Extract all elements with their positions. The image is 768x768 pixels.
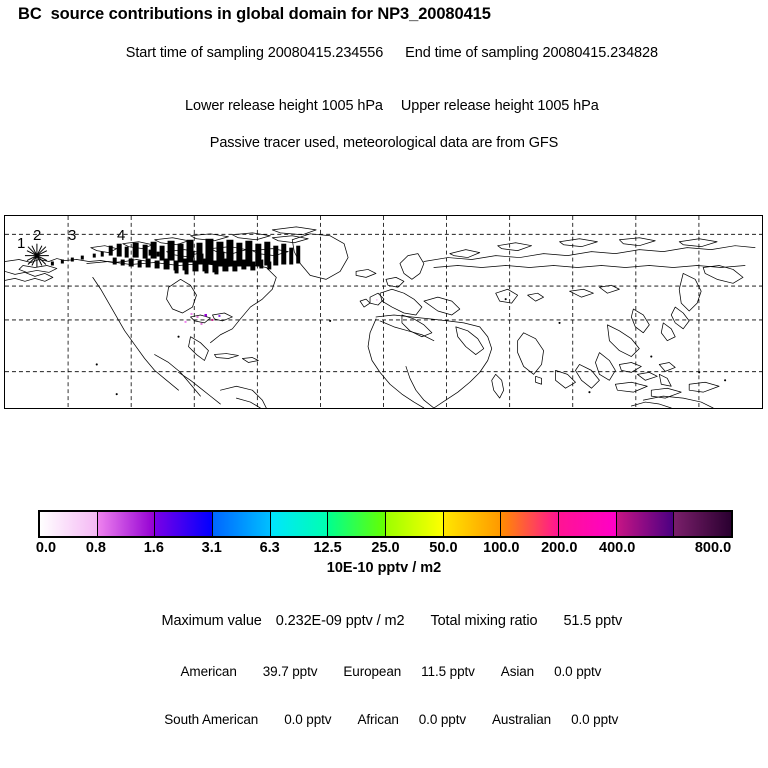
region-value-european: 11.5 pptv	[421, 664, 475, 679]
region-label-asian: Asian	[500, 664, 535, 679]
end-time-text: End time of sampling 20080415.234828	[405, 45, 658, 61]
map-marker-2: 2	[33, 227, 42, 244]
colorbar-tick-8: 100.0	[483, 540, 520, 556]
region-label-american: American	[180, 664, 237, 679]
colorbar-tick-3: 3.1	[201, 540, 222, 556]
colorbar-segment-0	[40, 512, 97, 536]
colorbar-segment-3	[212, 512, 270, 536]
colorbar-segment-7	[442, 512, 501, 536]
colorbar-segment-6	[385, 512, 443, 536]
colorbar-segment-5	[327, 512, 386, 536]
colorbar-tick-6: 25.0	[371, 540, 400, 556]
maximum-value-label: Maximum value	[161, 613, 262, 629]
region-label-australian: Australian	[492, 712, 552, 727]
colorbar-segment-4	[269, 512, 328, 536]
colorbar-tick-5: 12.5	[313, 540, 342, 556]
map-marker-3: 3	[68, 227, 77, 244]
tracer-info-text: Passive tracer used, meteorological data…	[209, 135, 559, 151]
colorbar-tick-1: 0.8	[85, 540, 106, 556]
colorbar-tick-4: 6.3	[259, 540, 280, 556]
upper-release-height-text: Upper release height 1005 hPa	[400, 98, 599, 114]
release-site-marker	[24, 243, 49, 268]
region-value-asian: 0.0 pptv	[554, 664, 602, 679]
map-panel[interactable]: 1 2 3 4	[4, 215, 763, 409]
footer-stats: Maximum value 0.232E-09 pptv / m2 Total mi…	[0, 597, 768, 745]
max-and-total-row: Maximum value 0.232E-09 pptv / m2 Total mi…	[0, 597, 768, 645]
total-mixing-ratio-value: 51.5 pptv	[563, 613, 623, 629]
region-row-1: American 39.7 pptv European 11.5 pptv Asian 0…	[0, 649, 768, 694]
map-marker-1: 1	[17, 235, 26, 252]
colorbar-tick-0: 0.0	[35, 540, 57, 556]
region-label-european: European	[343, 664, 402, 679]
colorbar-segment-10	[615, 512, 674, 536]
region-row-2: South American 0.0 pptv African 0.0 pptv Aus…	[0, 697, 768, 742]
release-height-row: Lower release height 1005 hPa Upper relea…	[0, 82, 768, 130]
low-value-tracer-pixels	[184, 299, 378, 325]
colorbar-tick-2: 1.6	[143, 540, 164, 556]
region-value-american: 39.7 pptv	[262, 664, 318, 679]
region-value-south-american: 0.0 pptv	[284, 712, 332, 727]
colorbar-segment-1	[96, 512, 155, 536]
lower-release-height-text: Lower release height 1005 hPa	[185, 98, 383, 114]
colorbar-segment-2	[154, 512, 213, 536]
total-mixing-ratio-label: Total mixing ratio	[430, 613, 538, 629]
start-time-text: Start time of sampling 20080415.234556	[125, 45, 384, 61]
graticule-grid	[5, 216, 762, 408]
header-block: BC source contributions in global domain…	[0, 0, 768, 151]
colorbar-unit-label: 10E-10 pptv / m2	[326, 560, 442, 576]
colorbar-segment-8	[500, 512, 559, 536]
colorbar-tick-10: 400.0	[599, 540, 636, 556]
map-marker-4: 4	[117, 227, 126, 244]
region-value-australian: 0.0 pptv	[571, 712, 619, 727]
world-map	[5, 216, 762, 408]
colorbar-tick-labels: 0.0 0.8 1.6 3.1 6.3 12.5 25.0 50.0 100.0 200.0 400…	[0, 540, 768, 560]
region-value-african: 0.0 pptv	[418, 712, 467, 727]
page-title: BC source contributions in global domain…	[18, 5, 491, 23]
region-label-african: African	[357, 712, 399, 727]
sampling-time-row: Start time of sampling 20080415.234556 En…	[0, 29, 768, 77]
region-label-south-american: South American	[164, 712, 259, 727]
colorbar-segment-11	[673, 512, 732, 536]
colorbar-tick-9: 200.0	[541, 540, 578, 556]
colorbar[interactable]	[38, 510, 733, 538]
colorbar-tick-7: 50.0	[429, 540, 458, 556]
maximum-value: 0.232E-09 pptv / m2	[275, 613, 405, 629]
colorbar-segment-9	[558, 512, 616, 536]
colorbar-tick-11: 800.0	[694, 540, 732, 556]
plume-footprint	[50, 238, 301, 275]
